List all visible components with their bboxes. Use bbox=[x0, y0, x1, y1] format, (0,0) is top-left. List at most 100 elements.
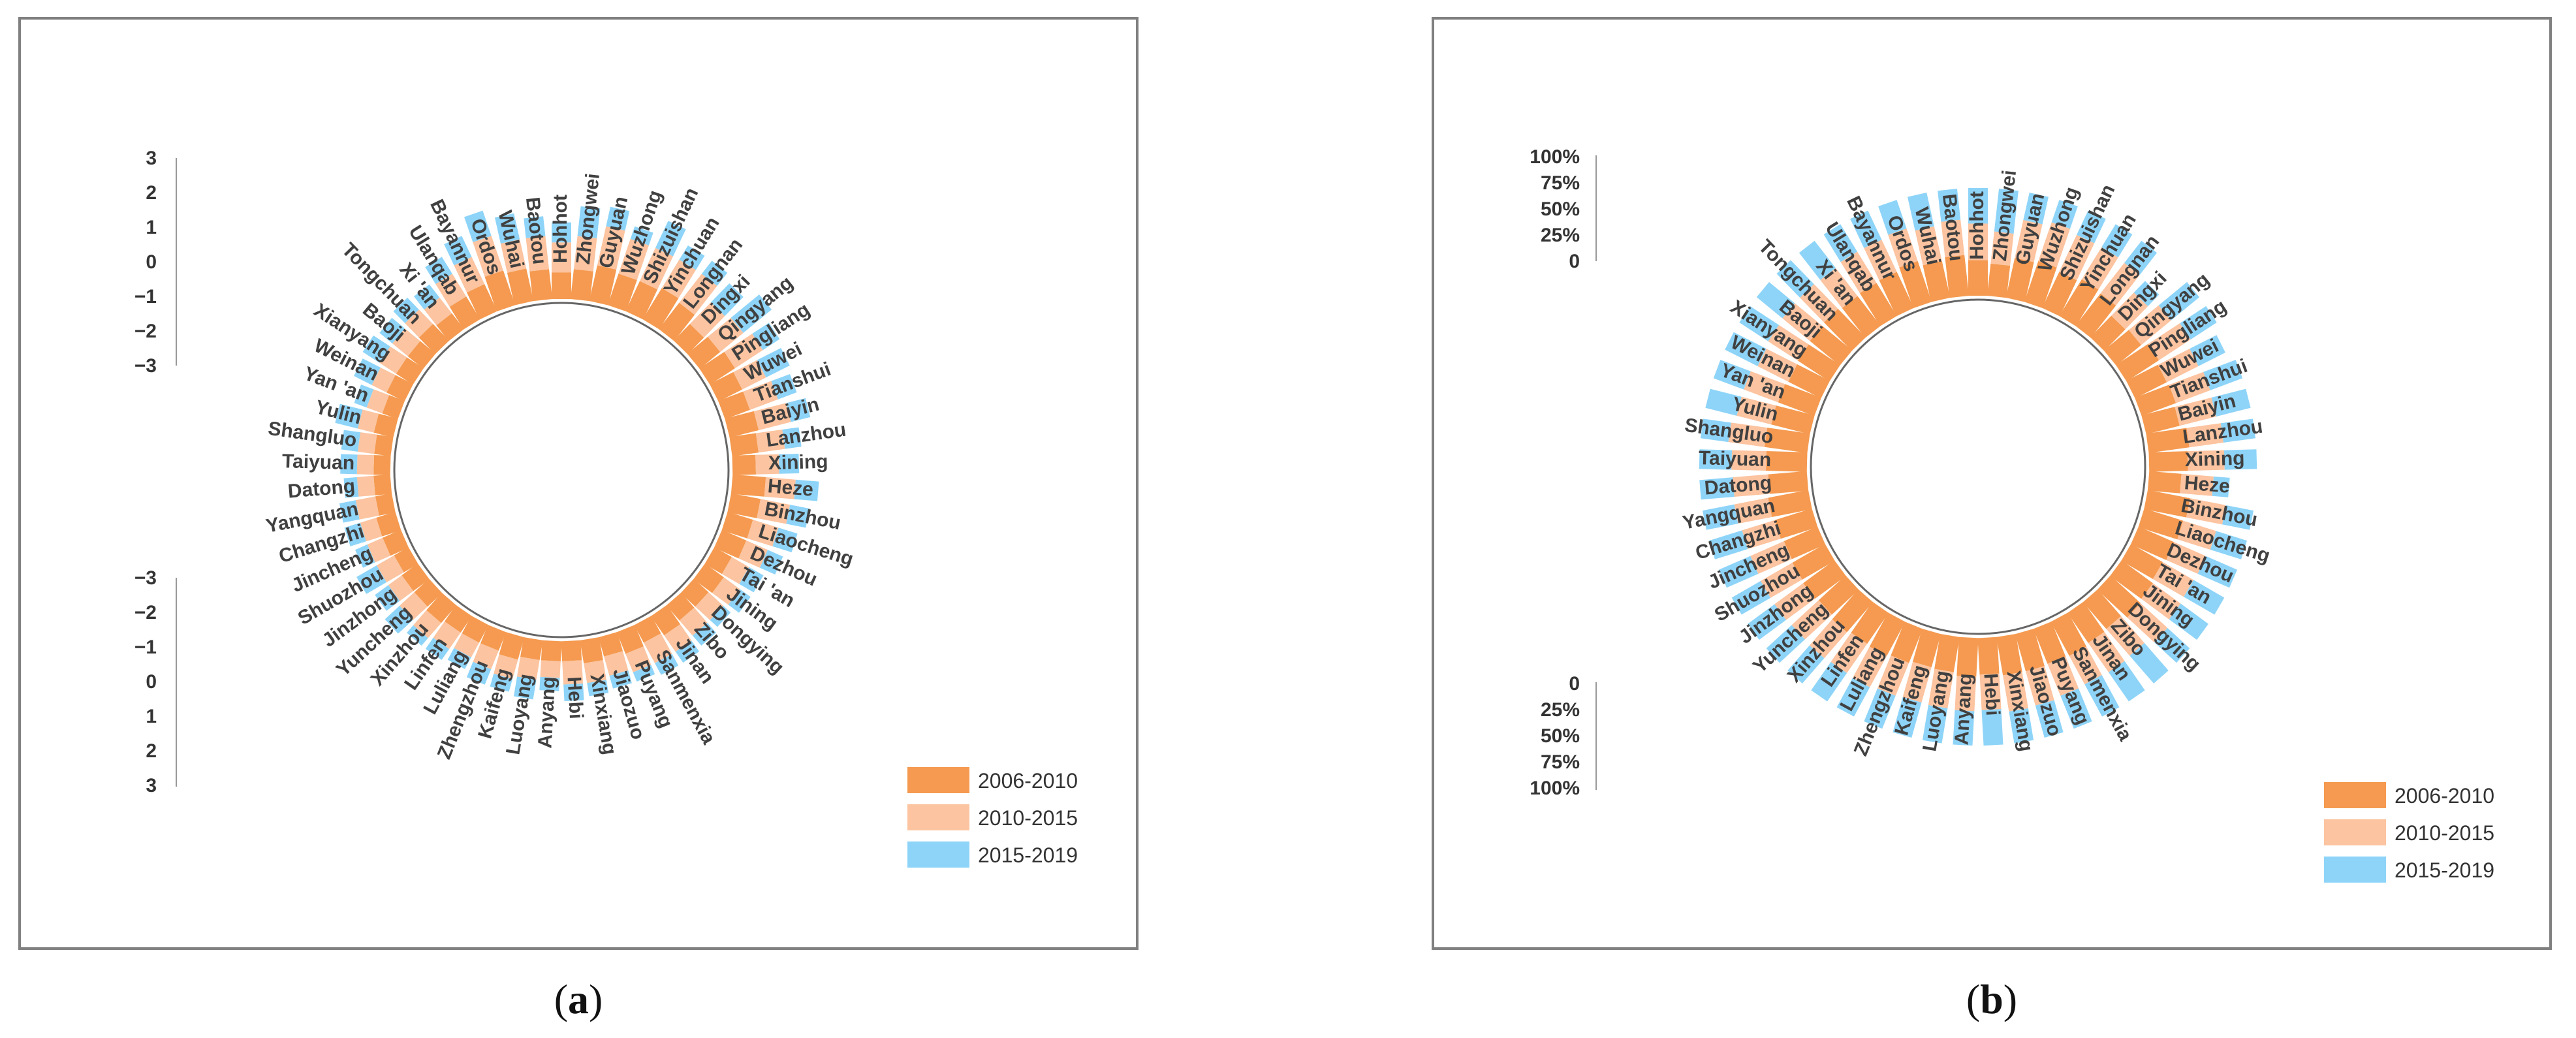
bar-b-35-series-0 bbox=[1832, 589, 1874, 633]
bar-a-18-series-1 bbox=[738, 540, 768, 568]
bar-group-b-42 bbox=[1699, 471, 1809, 500]
bar-group-b-27 bbox=[1996, 633, 2034, 744]
bar-b-4-series-2 bbox=[2077, 210, 2106, 244]
bar-group-b-44 bbox=[1700, 418, 1810, 453]
tick-b-bottom-0: 0 bbox=[1569, 673, 1580, 695]
tick-b-top-0: 100% bbox=[1530, 146, 1580, 168]
bar-a-3-series-0 bbox=[607, 274, 637, 312]
bar-a-11-series-1 bbox=[743, 381, 778, 410]
bar-a-1-series-2 bbox=[577, 206, 601, 238]
legend-a-swatch-0 bbox=[907, 767, 969, 793]
bar-a-44-series-2 bbox=[341, 430, 361, 452]
bar-a-2-series-0 bbox=[589, 265, 617, 306]
bar-a-13-series-0 bbox=[729, 433, 759, 456]
bar-b-25-series-1 bbox=[2047, 656, 2079, 696]
bar-b-32-series-1 bbox=[1877, 655, 1909, 696]
caption-b: (b) bbox=[1966, 976, 2017, 1022]
bar-group-b-23 bbox=[2067, 601, 2145, 702]
bar-group-b-55 bbox=[1907, 193, 1951, 302]
bar-a-10-series-0 bbox=[709, 371, 742, 402]
bar-b-45-series-2 bbox=[1705, 388, 1742, 416]
bar-b-53-series-0 bbox=[1879, 272, 1914, 317]
bar-b-10-series-0 bbox=[2126, 364, 2167, 399]
bar-b-1-series-1 bbox=[1990, 231, 2014, 266]
bar-b-49-series-0 bbox=[1810, 326, 1853, 366]
bar-a-44-series-0 bbox=[374, 434, 394, 456]
bar-b-24-series-1 bbox=[2069, 646, 2102, 685]
bar-b-26-series-0 bbox=[2015, 629, 2045, 672]
bar-a-33-series-1 bbox=[454, 633, 479, 657]
bar-a-43-series-1 bbox=[356, 454, 375, 475]
bar-b-19-series-1 bbox=[2152, 562, 2194, 597]
bar-a-30-series-0 bbox=[520, 637, 543, 661]
bar-b-5-series-0 bbox=[2059, 279, 2099, 326]
bar-b-46-series-1 bbox=[1744, 371, 1785, 403]
bar-a-50-series-2 bbox=[393, 297, 419, 324]
legend-b-swatch-2 bbox=[2324, 857, 2386, 883]
bar-b-52-series-2 bbox=[1823, 224, 1858, 262]
tick-b-top-1: 75% bbox=[1541, 172, 1580, 194]
bar-b-52-series-1 bbox=[1840, 251, 1877, 294]
bar-b-27-series-2 bbox=[2009, 708, 2034, 744]
bar-b-44-series-1 bbox=[1728, 422, 1768, 447]
bar-a-46-series-2 bbox=[354, 385, 374, 408]
bar-group-a-45 bbox=[335, 403, 398, 438]
bar-a-36-series-1 bbox=[400, 592, 428, 620]
bar-a-44-series-1 bbox=[357, 432, 377, 454]
bar-a-29-series-0 bbox=[541, 640, 562, 661]
bar-b-55-series-2 bbox=[1907, 193, 1934, 231]
bar-b-37-series-2 bbox=[1748, 604, 1787, 640]
bar-b-23-series-0 bbox=[2067, 601, 2105, 643]
bar-a-14-series-2 bbox=[778, 453, 800, 474]
bar-group-a-3 bbox=[607, 226, 653, 312]
bar-b-50-series-0 bbox=[1823, 308, 1866, 351]
panel-b: Hohhot ZhongweiGuyuanWuzhongShizuishanYin… bbox=[1432, 17, 2552, 1022]
bar-b-46-series-2 bbox=[1713, 360, 1751, 390]
bar-b-12-series-0 bbox=[2141, 407, 2180, 435]
bar-a-38-series-2 bbox=[356, 565, 387, 594]
bar-group-a-24 bbox=[634, 616, 679, 675]
bar-a-24-series-2 bbox=[655, 653, 679, 675]
bar-group-a-35 bbox=[407, 592, 457, 646]
bar-b-16-series-2 bbox=[2222, 505, 2254, 530]
bar-b-48-series-1 bbox=[1768, 324, 1809, 361]
bar-b-7-series-0 bbox=[2090, 315, 2126, 351]
bar-group-a-15 bbox=[730, 474, 819, 501]
bar-b-2-series-0 bbox=[2005, 257, 2034, 302]
bar-a-25-series-2 bbox=[633, 665, 655, 682]
bar-b-38-series-0 bbox=[1792, 544, 1835, 580]
city-label-a-14: Xining bbox=[768, 451, 828, 475]
bar-a-15-series-0 bbox=[730, 474, 766, 497]
bar-b-0-series-1 bbox=[1968, 223, 1988, 260]
bar-group-b-15 bbox=[2147, 471, 2230, 497]
bar-b-13-series-2 bbox=[2220, 418, 2256, 443]
bar-a-42-series-0 bbox=[373, 474, 392, 495]
bar-a-39-series-2 bbox=[354, 544, 375, 568]
bar-a-49-series-2 bbox=[379, 317, 405, 344]
bar-group-b-8 bbox=[2103, 281, 2200, 366]
bar-group-a-2 bbox=[589, 206, 630, 306]
legend-a-label-2: 2015-2019 bbox=[978, 843, 1078, 867]
bar-a-35-series-0 bbox=[426, 592, 457, 623]
bar-a-26-series-1 bbox=[604, 651, 629, 676]
bar-group-b-13 bbox=[2146, 418, 2256, 453]
bar-a-29-series-2 bbox=[539, 676, 560, 691]
bar-b-22-series-0 bbox=[2082, 589, 2122, 629]
bar-group-b-9 bbox=[2116, 306, 2217, 382]
bar-b-9-series-0 bbox=[2116, 343, 2160, 382]
city-label-b-43: Taiyuan bbox=[1699, 447, 1772, 471]
bar-b-0-series-0 bbox=[1968, 260, 1988, 296]
bar-a-27-series-2 bbox=[587, 680, 609, 697]
bar-a-43-series-0 bbox=[373, 455, 391, 475]
bar-group-a-25 bbox=[616, 625, 655, 682]
bar-a-41-series-1 bbox=[355, 496, 379, 520]
bar-b-6-series-0 bbox=[2075, 293, 2116, 338]
chart-a-center-circle bbox=[393, 302, 730, 638]
bar-b-46-series-0 bbox=[1778, 384, 1821, 417]
bar-b-25-series-0 bbox=[2033, 621, 2066, 664]
bar-b-44-series-0 bbox=[1765, 428, 1810, 453]
bar-a-8-series-2 bbox=[730, 294, 772, 333]
bar-b-19-series-2 bbox=[2184, 580, 2225, 615]
bar-a-48-series-0 bbox=[396, 357, 424, 385]
bar-b-3-series-2 bbox=[2051, 200, 2078, 229]
